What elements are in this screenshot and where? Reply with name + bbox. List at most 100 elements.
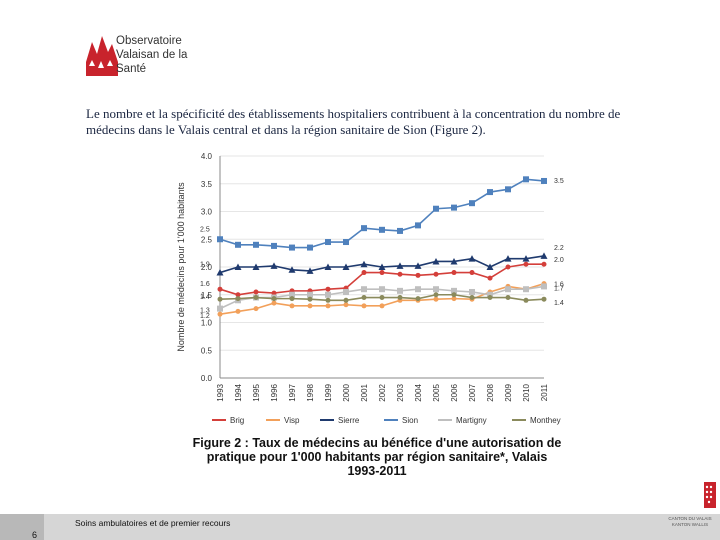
x-tick-label: 1998 (306, 383, 315, 401)
data-point (325, 286, 331, 292)
y-tick-label: 0.5 (201, 346, 213, 355)
caption-line-3: 1993-2011 (347, 464, 407, 478)
data-point (415, 222, 421, 229)
data-point (361, 286, 367, 293)
data-point (360, 260, 368, 268)
data-point (451, 204, 457, 211)
page-number: 6 (32, 530, 38, 540)
x-tick-label: 2003 (396, 383, 405, 401)
end-data-label: 2.2 (554, 245, 564, 252)
end-data-label: 3.5 (554, 178, 564, 185)
data-point (505, 186, 511, 193)
data-point (361, 270, 367, 276)
end-data-label: 1.7 (554, 285, 564, 292)
data-point (469, 270, 475, 276)
data-point (325, 291, 331, 298)
x-tick-label: 2004 (414, 383, 423, 401)
data-point (271, 296, 277, 302)
data-point (451, 292, 457, 298)
data-point (289, 291, 295, 298)
data-point (217, 311, 223, 317)
y-tick-label: 1.5 (201, 291, 213, 300)
y-tick-label: 1.0 (201, 319, 213, 328)
x-tick-label: 1994 (234, 383, 243, 401)
data-point (541, 296, 547, 302)
data-point (379, 226, 385, 233)
data-point (324, 263, 332, 270)
canton-label: CANTON DU VALAIS KANTON WALLIS (660, 516, 720, 528)
data-point (307, 303, 313, 309)
data-point (397, 287, 403, 294)
data-point (361, 303, 367, 309)
x-tick-label: 1999 (324, 383, 333, 401)
data-point (469, 200, 475, 207)
y-tick-label: 3.0 (201, 208, 213, 217)
data-point (253, 241, 259, 248)
data-point (487, 189, 493, 196)
y-axis-label: Nombre de médecins pour 1'000 habitants (176, 182, 186, 352)
data-point (235, 308, 241, 314)
legend-label: Sion (402, 416, 418, 425)
data-point (397, 227, 403, 234)
data-point (397, 295, 403, 301)
data-point (217, 305, 223, 312)
start-data-label: 1.3 (200, 308, 210, 315)
data-point (433, 296, 439, 302)
data-point (433, 286, 439, 293)
data-point (541, 177, 547, 184)
data-point (307, 296, 313, 302)
intro-paragraph: Le nombre et la spécificité des établiss… (86, 106, 621, 137)
data-point (522, 255, 530, 262)
data-point (505, 286, 511, 293)
x-tick-label: 2007 (468, 383, 477, 401)
data-point (414, 262, 422, 269)
data-point (433, 271, 439, 277)
data-point (415, 296, 421, 302)
mountain-logo-icon (86, 32, 118, 78)
data-point (379, 286, 385, 293)
end-data-label: 2.0 (554, 257, 564, 264)
footer-section-title: Soins ambulatoires et de premier recours (75, 518, 231, 528)
data-point (432, 257, 440, 265)
x-tick-label: 2001 (360, 383, 369, 401)
end-data-label: 1.4 (554, 300, 564, 307)
data-point (523, 286, 529, 293)
legend-label: Visp (284, 416, 300, 425)
data-point (289, 296, 295, 302)
data-point (342, 263, 350, 270)
data-point (216, 269, 224, 276)
observatoire-logo: Observatoire Valaisan de la Santé (82, 32, 202, 80)
data-point (379, 270, 385, 276)
legend-label: Sierre (338, 416, 360, 425)
data-point (235, 241, 241, 248)
data-point (361, 295, 367, 301)
start-data-label: 1.6 (200, 281, 210, 288)
data-point (217, 236, 223, 243)
figure-caption: Figure 2 : Taux de médecins au bénéfice … (172, 436, 582, 478)
x-tick-label: 2010 (522, 383, 531, 401)
data-point (307, 291, 313, 298)
data-point (450, 257, 458, 265)
data-point (325, 239, 331, 246)
data-point (252, 263, 260, 270)
end-data-label: 1.6 (554, 282, 564, 289)
data-point (505, 264, 511, 270)
data-point (271, 242, 277, 249)
caption-line-1: Figure 2 : Taux de médecins au bénéfice … (192, 436, 562, 450)
y-tick-label: 0.0 (201, 374, 213, 383)
logo-line-1: Observatoire (116, 35, 182, 47)
start-data-label: 2.5 (200, 226, 210, 233)
canton-line-2: KANTON WALLIS (671, 522, 709, 527)
data-point (306, 267, 314, 274)
data-point (270, 262, 278, 269)
data-point (397, 271, 403, 277)
data-point (235, 296, 241, 302)
caption-line-2: pratique pour 1'000 habitants par région… (206, 450, 548, 464)
data-point (253, 295, 259, 301)
canton-stars-icon (704, 482, 716, 508)
logo-wordmark: Observatoire Valaisan de la Santé (116, 34, 187, 76)
data-point (325, 303, 331, 309)
data-point (487, 275, 493, 281)
data-point (288, 266, 296, 273)
canton-line-1: CANTON DU VALAIS (668, 516, 712, 521)
